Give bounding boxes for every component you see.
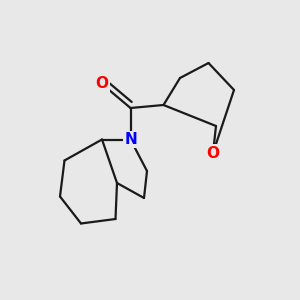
- Text: O: O: [95, 76, 109, 92]
- Text: O: O: [206, 146, 220, 160]
- Text: N: N: [124, 132, 137, 147]
